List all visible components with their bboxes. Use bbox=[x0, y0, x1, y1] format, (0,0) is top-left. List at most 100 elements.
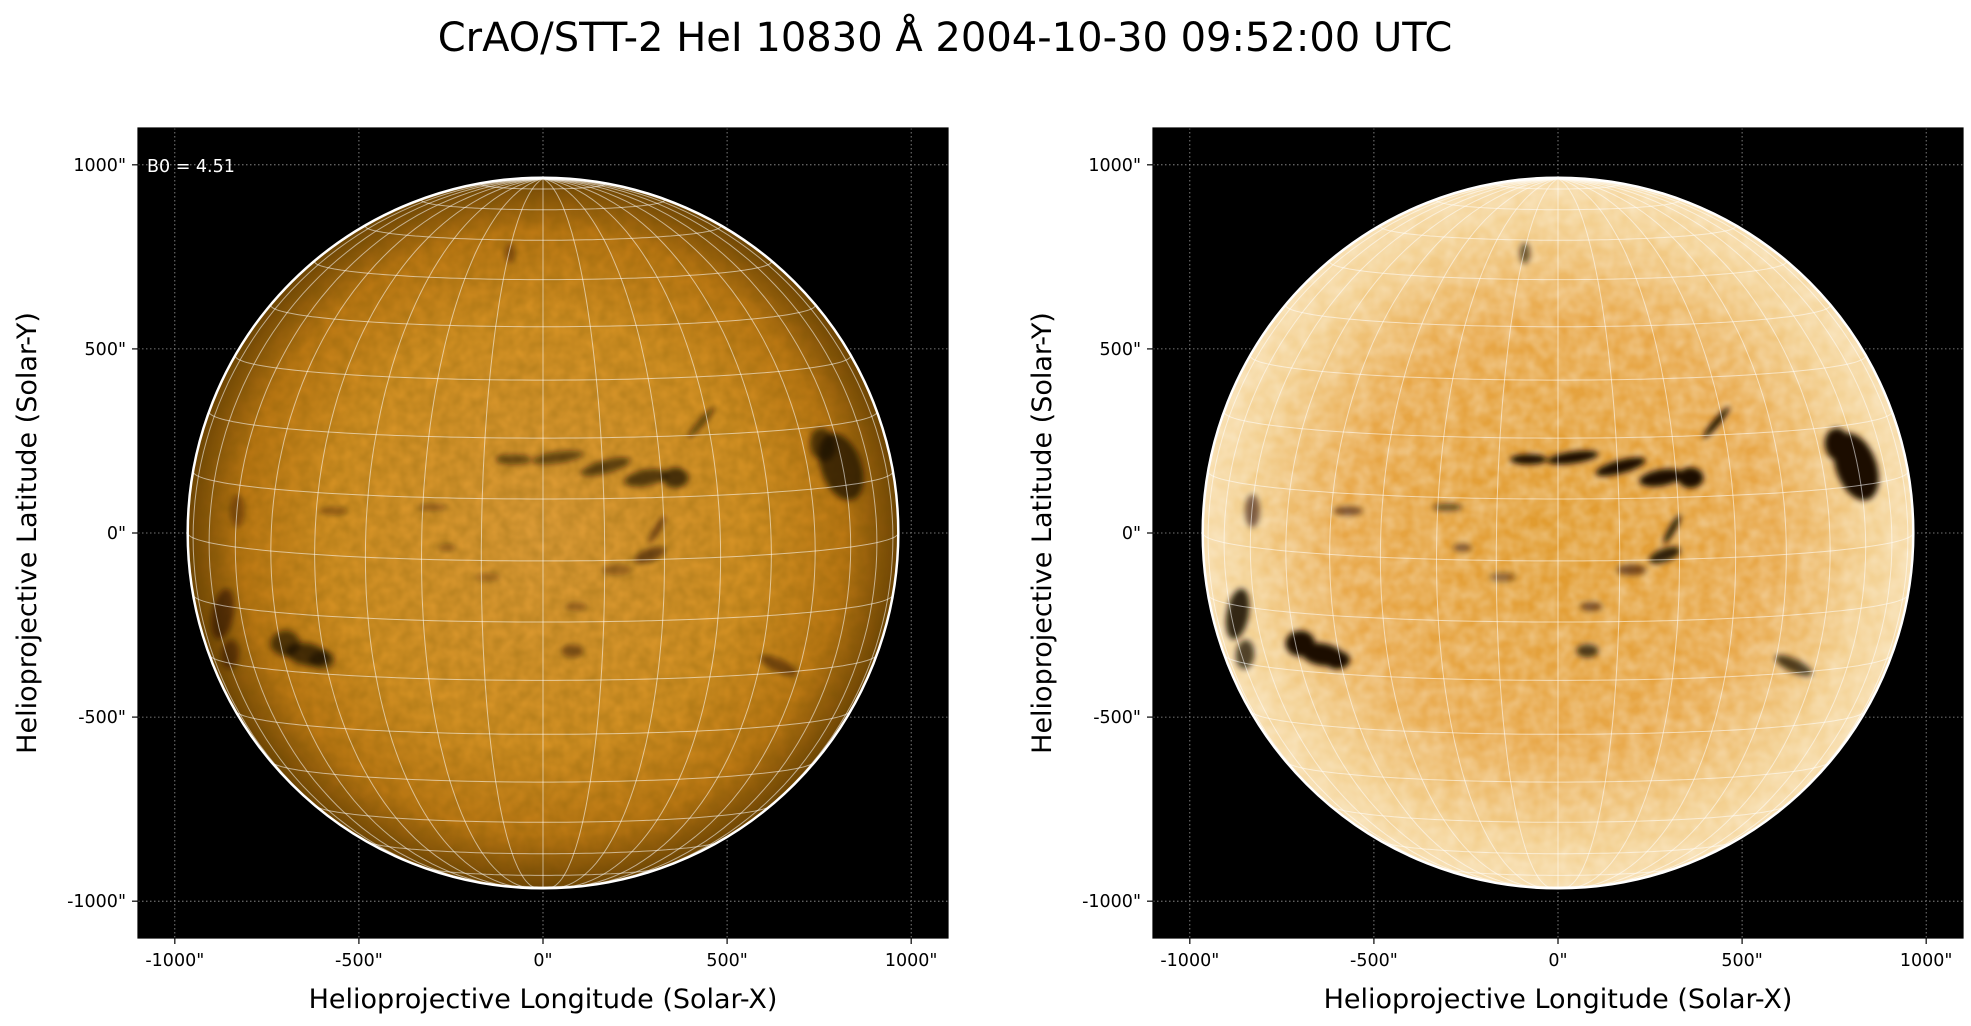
parallel-line bbox=[421, 200, 665, 211]
filament bbox=[662, 467, 689, 489]
filament bbox=[1489, 572, 1516, 582]
filament bbox=[1824, 428, 1851, 462]
meridian-line bbox=[1249, 178, 1559, 885]
filament bbox=[532, 450, 584, 465]
filament bbox=[210, 588, 235, 640]
filament bbox=[1576, 644, 1599, 658]
parallel-line bbox=[235, 711, 851, 735]
meridian-line bbox=[420, 178, 544, 889]
meridian-line bbox=[480, 178, 544, 889]
meridian-line bbox=[192, 178, 544, 854]
parallel-line bbox=[424, 867, 662, 876]
y-axis-label: Helioprojective Latitude (Solar-Y) bbox=[1027, 312, 1058, 754]
y-tick-label: 0" bbox=[107, 524, 126, 544]
filament bbox=[1510, 454, 1547, 465]
axis-ticks: -1000" 1000" -500" 500" 0" 0" 500" -500" 1000" -1… bbox=[67, 156, 937, 971]
parallel-line bbox=[1207, 471, 1909, 500]
filament bbox=[1333, 506, 1363, 516]
filament bbox=[1519, 242, 1531, 264]
filament bbox=[309, 650, 335, 670]
meridian-line bbox=[1557, 178, 1737, 889]
filament bbox=[1703, 406, 1730, 439]
filament bbox=[1432, 503, 1463, 511]
y-tick-label: -500" bbox=[78, 708, 126, 728]
meridian-line bbox=[1495, 178, 1559, 889]
meridian-line bbox=[542, 178, 666, 889]
filament bbox=[561, 644, 584, 658]
meridian-line bbox=[1285, 178, 1559, 887]
panel-original: -1000" 1000" -500" 500" 0" 0" 500" -500" 1000" -1… bbox=[12, 127, 949, 1015]
parallel-line bbox=[1223, 654, 1893, 681]
x-tick-label: 500" bbox=[706, 951, 747, 971]
filament bbox=[565, 602, 588, 612]
meridian-line bbox=[364, 178, 544, 889]
b0-annotation: B0 = 4.51 bbox=[147, 157, 235, 177]
meridian-line bbox=[1329, 178, 1559, 888]
meridian-line bbox=[542, 178, 852, 885]
parallel-line bbox=[1379, 226, 1737, 241]
parallel-line bbox=[1329, 261, 1787, 281]
meridian-line bbox=[1379, 178, 1559, 889]
y-tick-label: 1000" bbox=[1088, 156, 1141, 176]
filament bbox=[1580, 602, 1603, 612]
y-tick-label: -1000" bbox=[67, 892, 126, 912]
axis-ticks: -1000" 1000" -500" 500" 0" 0" 500" -500" 1000" -1… bbox=[1082, 156, 1952, 971]
filament bbox=[634, 546, 666, 564]
solar-limb-circle bbox=[186, 176, 900, 890]
parallel-line bbox=[1249, 355, 1867, 381]
meridian-line bbox=[1557, 178, 1681, 889]
parallel-line bbox=[364, 226, 722, 241]
filament bbox=[1775, 655, 1813, 677]
filament bbox=[438, 544, 457, 552]
parallel-line bbox=[1495, 183, 1621, 190]
meridian-line bbox=[234, 178, 544, 885]
meridian-line bbox=[1557, 178, 1909, 854]
meridian-line bbox=[542, 178, 878, 880]
parallel-line bbox=[1202, 532, 1914, 562]
meridian-line bbox=[542, 178, 816, 887]
meridian-line bbox=[1557, 178, 1893, 880]
parallel-line bbox=[192, 471, 894, 500]
parallel-line bbox=[1207, 595, 1909, 623]
filament bbox=[1639, 468, 1683, 487]
solar-limb-circle bbox=[1201, 176, 1915, 890]
meridian-line bbox=[1207, 178, 1559, 854]
filament bbox=[1547, 450, 1599, 465]
parallel-line bbox=[208, 654, 878, 681]
y-tick-label: 500" bbox=[1100, 340, 1141, 360]
parallel-line bbox=[1381, 841, 1735, 855]
meridian-line bbox=[542, 178, 722, 889]
parallel-line bbox=[314, 261, 772, 281]
meridian-line bbox=[208, 178, 544, 880]
y-tick-label: 0" bbox=[1122, 524, 1141, 544]
y-axis-label: Helioprojective Latitude (Solar-Y) bbox=[12, 312, 43, 754]
filament bbox=[1225, 588, 1250, 640]
x-tick-label: -500" bbox=[335, 951, 383, 971]
parallel-line bbox=[315, 805, 771, 823]
meridian-line bbox=[1435, 178, 1559, 889]
parallel-line bbox=[366, 841, 720, 855]
parallel-line bbox=[192, 595, 894, 623]
x-tick-label: -1000" bbox=[1160, 951, 1219, 971]
filament bbox=[580, 457, 631, 476]
filament bbox=[1324, 650, 1350, 670]
meridian-line bbox=[270, 178, 544, 887]
meridian-line bbox=[542, 178, 772, 888]
parallel-line bbox=[1250, 711, 1866, 735]
meridian-line bbox=[1557, 178, 1867, 885]
meridian-line bbox=[1557, 178, 1831, 887]
filament bbox=[760, 655, 798, 677]
parallel-line bbox=[1285, 305, 1831, 328]
parallel-line bbox=[187, 532, 899, 562]
meridian-line bbox=[542, 178, 894, 854]
x-axis-label: Helioprojective Longitude (Solar-X) bbox=[1324, 984, 1793, 1015]
filament bbox=[601, 564, 632, 576]
filament bbox=[1663, 514, 1681, 544]
filament bbox=[1649, 546, 1681, 564]
meridian-line bbox=[1557, 178, 1787, 888]
x-tick-label: 500" bbox=[1721, 951, 1762, 971]
x-tick-label: 0" bbox=[533, 951, 552, 971]
meridian-line bbox=[314, 178, 544, 888]
x-tick-label: 0" bbox=[1548, 951, 1567, 971]
